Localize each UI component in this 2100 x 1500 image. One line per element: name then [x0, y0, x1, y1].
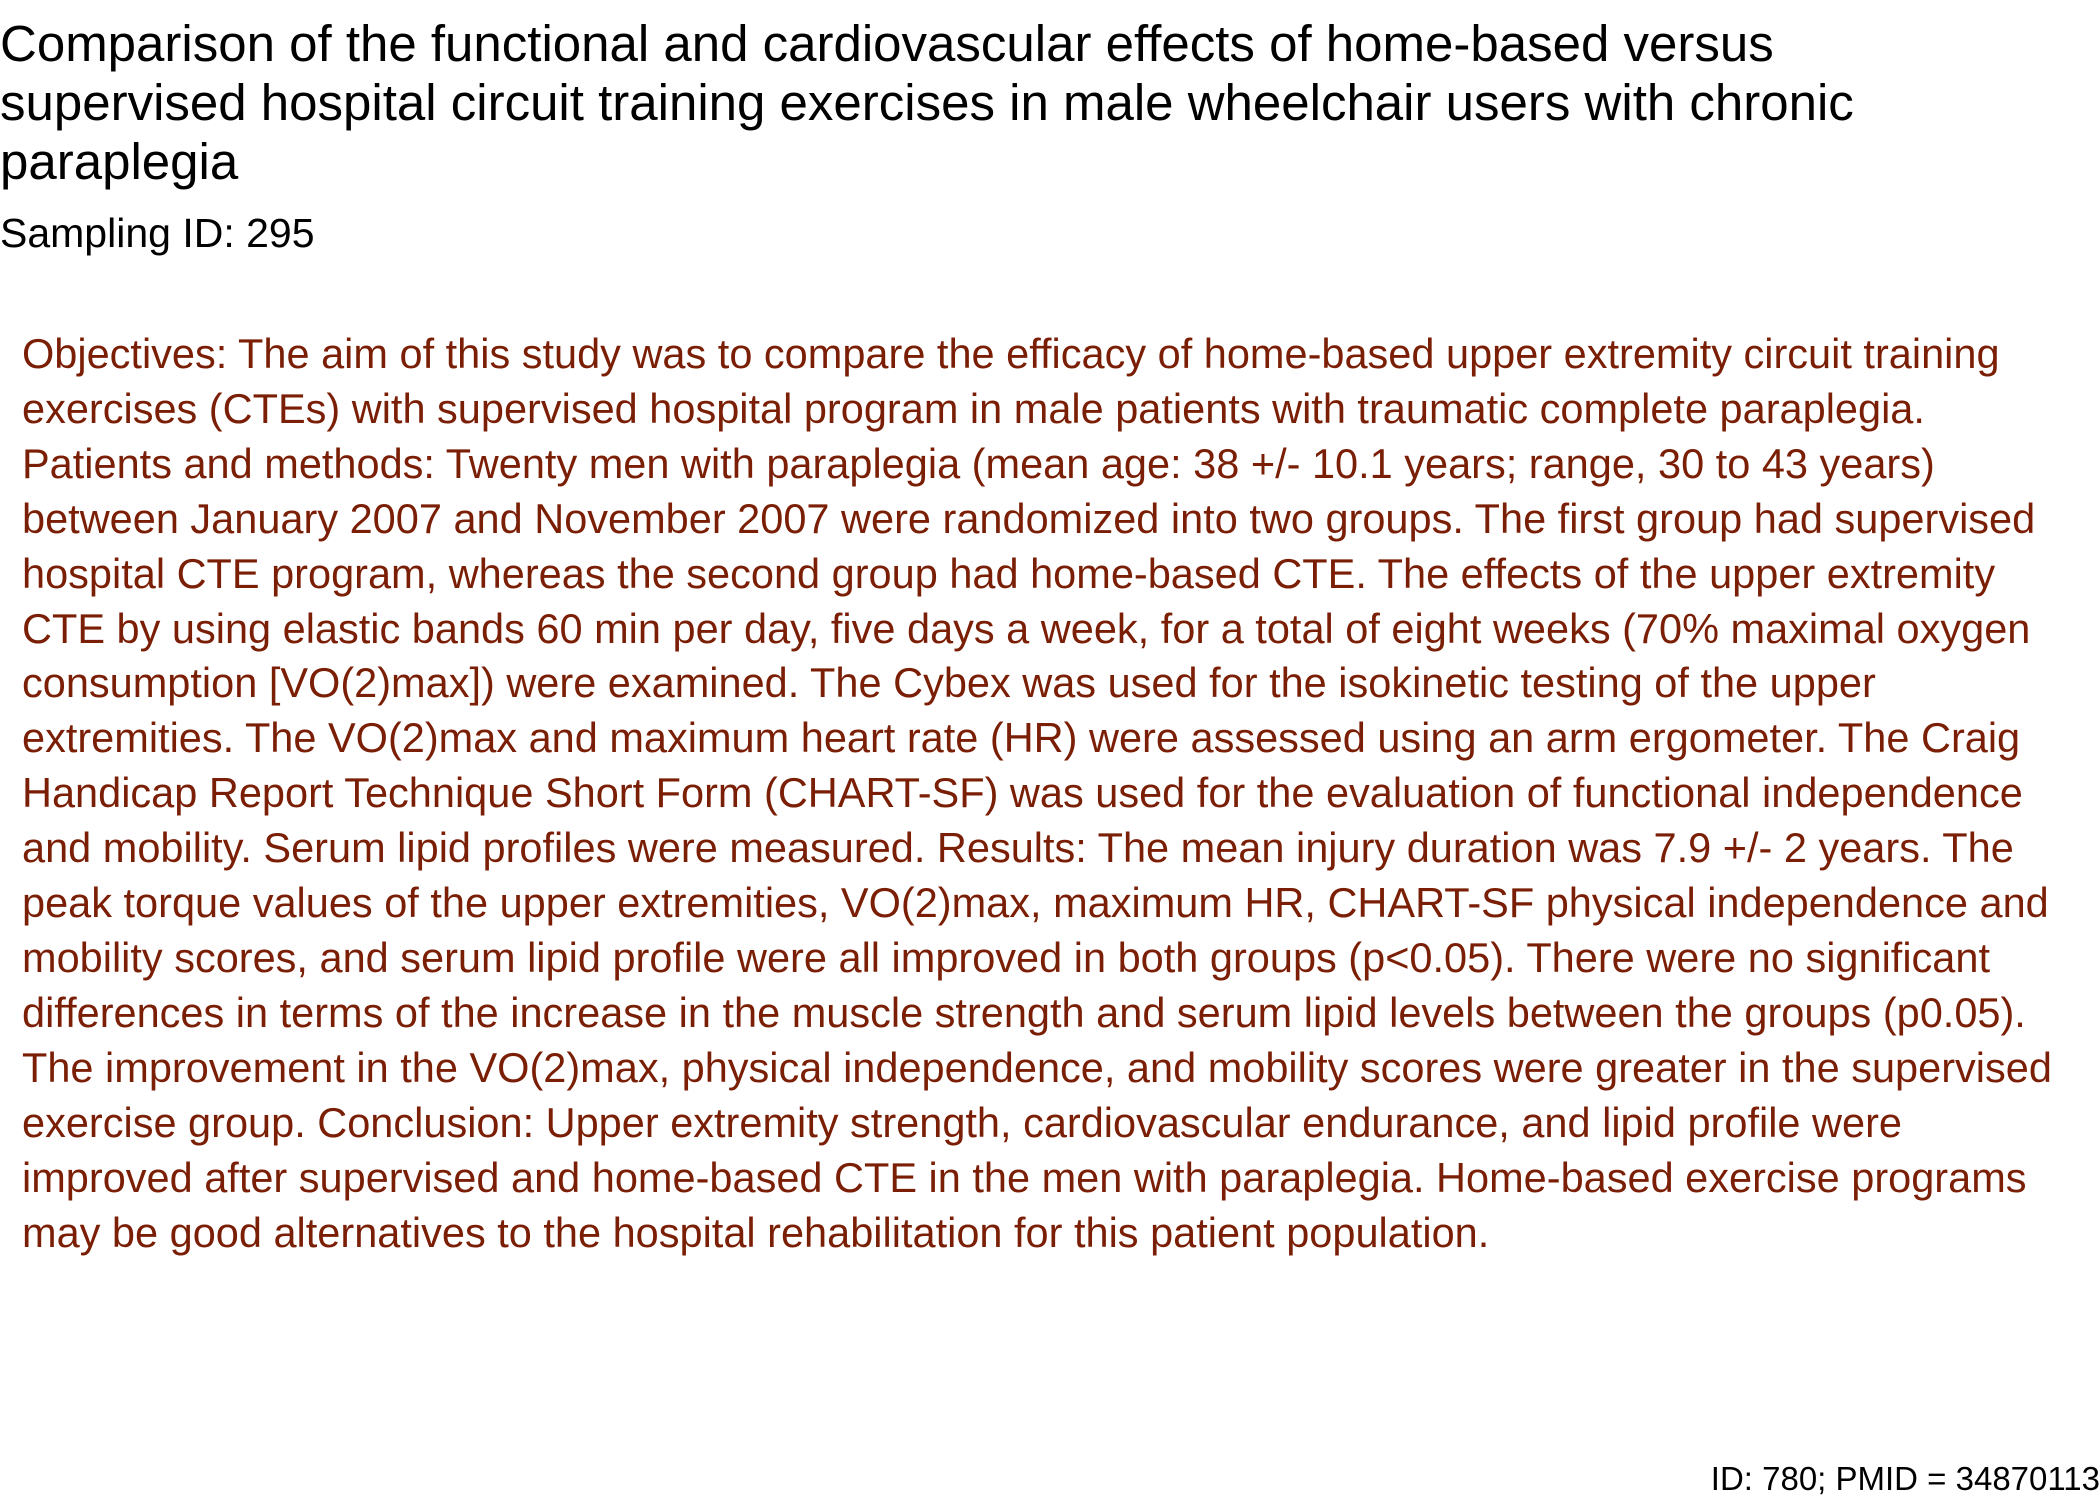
abstract-text: Objectives: The aim of this study was to… — [22, 330, 2052, 1256]
sampling-id: Sampling ID: 295 — [0, 210, 315, 256]
footer-id: ID: 780; PMID = 34870113 — [1710, 1460, 2100, 1497]
article-title: Comparison of the functional and cardiov… — [0, 15, 1854, 190]
